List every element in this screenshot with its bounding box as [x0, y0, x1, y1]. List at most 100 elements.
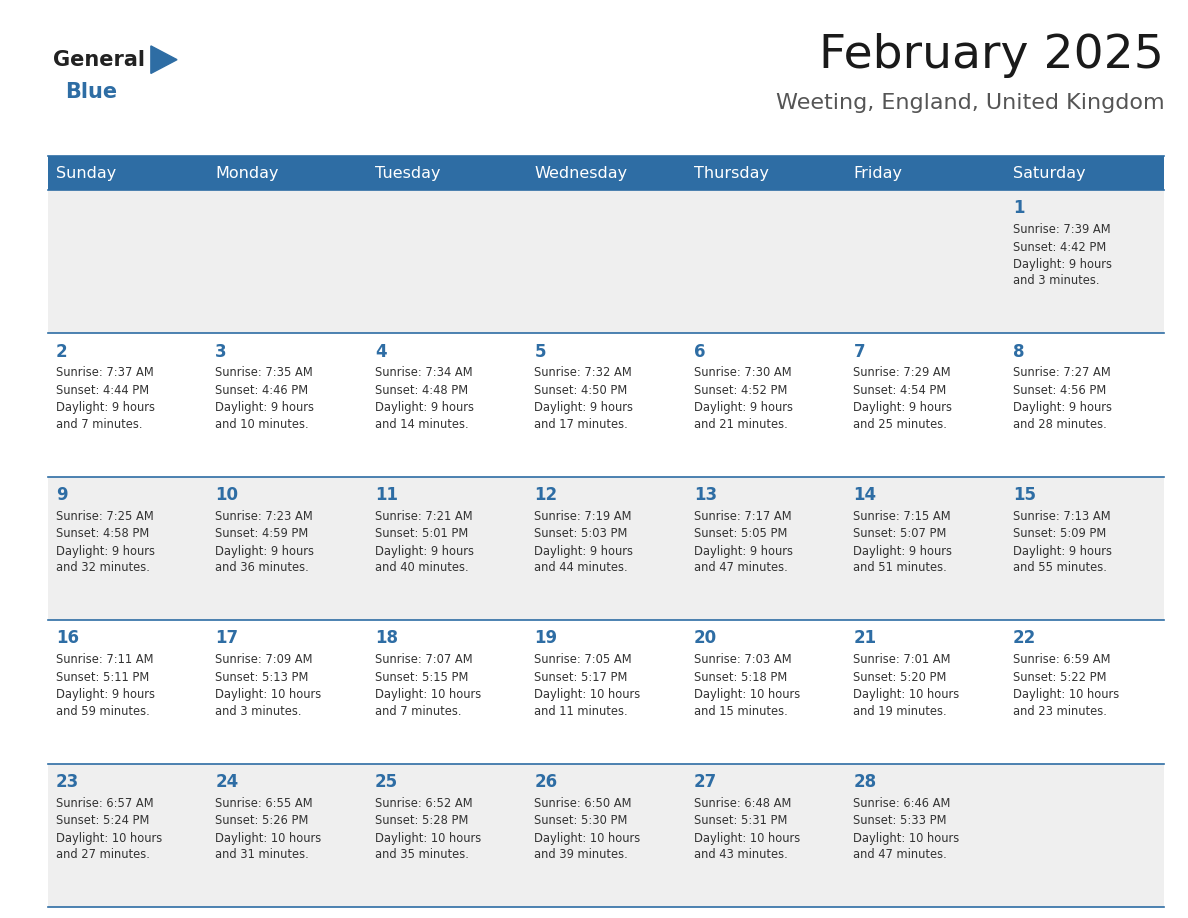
- Bar: [48, 621, 207, 764]
- Text: Sunday: Sunday: [56, 165, 116, 181]
- Text: Daylight: 10 hours: Daylight: 10 hours: [1013, 688, 1119, 701]
- Text: Daylight: 9 hours: Daylight: 9 hours: [56, 544, 154, 558]
- Text: 27: 27: [694, 773, 718, 790]
- Text: Sunrise: 7:34 AM: Sunrise: 7:34 AM: [375, 366, 473, 379]
- Text: Daylight: 9 hours: Daylight: 9 hours: [853, 544, 953, 558]
- Bar: [526, 476, 685, 621]
- Text: and 25 minutes.: and 25 minutes.: [853, 418, 947, 431]
- Text: Daylight: 9 hours: Daylight: 9 hours: [535, 544, 633, 558]
- Bar: [685, 764, 845, 907]
- Text: Tuesday: Tuesday: [375, 165, 441, 181]
- Text: Sunrise: 7:30 AM: Sunrise: 7:30 AM: [694, 366, 791, 379]
- Text: 6: 6: [694, 342, 706, 361]
- Text: Sunset: 5:30 PM: Sunset: 5:30 PM: [535, 814, 627, 827]
- Text: Sunrise: 6:48 AM: Sunrise: 6:48 AM: [694, 797, 791, 810]
- Text: 19: 19: [535, 630, 557, 647]
- Text: Sunset: 4:50 PM: Sunset: 4:50 PM: [535, 384, 627, 397]
- Bar: [685, 621, 845, 764]
- Text: Sunrise: 7:13 AM: Sunrise: 7:13 AM: [1013, 509, 1111, 523]
- Text: Sunset: 5:22 PM: Sunset: 5:22 PM: [1013, 671, 1106, 684]
- Text: 13: 13: [694, 486, 718, 504]
- Bar: [207, 476, 367, 621]
- Text: and 40 minutes.: and 40 minutes.: [375, 561, 468, 575]
- Text: Sunset: 5:15 PM: Sunset: 5:15 PM: [375, 671, 468, 684]
- Bar: [685, 156, 845, 190]
- Text: General: General: [53, 50, 145, 70]
- Bar: [526, 156, 685, 190]
- Text: 3: 3: [215, 342, 227, 361]
- Bar: [526, 764, 685, 907]
- Bar: [48, 333, 207, 476]
- Text: 8: 8: [1013, 342, 1024, 361]
- Text: and 35 minutes.: and 35 minutes.: [375, 848, 469, 861]
- Text: and 47 minutes.: and 47 minutes.: [694, 561, 788, 575]
- Text: Sunrise: 7:29 AM: Sunrise: 7:29 AM: [853, 366, 952, 379]
- Text: Sunrise: 7:05 AM: Sunrise: 7:05 AM: [535, 654, 632, 666]
- Bar: [207, 156, 367, 190]
- Text: 18: 18: [375, 630, 398, 647]
- Bar: [367, 764, 526, 907]
- Text: Sunset: 4:48 PM: Sunset: 4:48 PM: [375, 384, 468, 397]
- Bar: [1005, 156, 1164, 190]
- Text: 11: 11: [375, 486, 398, 504]
- Text: 9: 9: [56, 486, 68, 504]
- Text: Sunset: 5:03 PM: Sunset: 5:03 PM: [535, 527, 627, 541]
- Bar: [685, 190, 845, 333]
- Text: Sunrise: 7:23 AM: Sunrise: 7:23 AM: [215, 509, 314, 523]
- Text: Sunset: 4:44 PM: Sunset: 4:44 PM: [56, 384, 148, 397]
- Text: Sunset: 5:17 PM: Sunset: 5:17 PM: [535, 671, 627, 684]
- Text: and 19 minutes.: and 19 minutes.: [853, 705, 947, 718]
- Text: Daylight: 9 hours: Daylight: 9 hours: [1013, 544, 1112, 558]
- Text: Daylight: 10 hours: Daylight: 10 hours: [56, 832, 162, 845]
- Text: 15: 15: [1013, 486, 1036, 504]
- Bar: [48, 764, 207, 907]
- Text: 2: 2: [56, 342, 68, 361]
- Text: 17: 17: [215, 630, 239, 647]
- Text: Sunset: 5:24 PM: Sunset: 5:24 PM: [56, 814, 150, 827]
- Text: Monday: Monday: [215, 165, 279, 181]
- Text: and 51 minutes.: and 51 minutes.: [853, 561, 947, 575]
- Text: Daylight: 9 hours: Daylight: 9 hours: [535, 401, 633, 414]
- Text: 5: 5: [535, 342, 546, 361]
- Text: Daylight: 10 hours: Daylight: 10 hours: [375, 832, 481, 845]
- Text: Sunrise: 7:07 AM: Sunrise: 7:07 AM: [375, 654, 473, 666]
- Text: Daylight: 9 hours: Daylight: 9 hours: [215, 544, 315, 558]
- Bar: [526, 190, 685, 333]
- Text: and 28 minutes.: and 28 minutes.: [1013, 418, 1107, 431]
- Text: Daylight: 9 hours: Daylight: 9 hours: [215, 401, 315, 414]
- Text: Daylight: 10 hours: Daylight: 10 hours: [535, 832, 640, 845]
- Text: and 17 minutes.: and 17 minutes.: [535, 418, 628, 431]
- Bar: [48, 476, 207, 621]
- Text: Sunset: 5:09 PM: Sunset: 5:09 PM: [1013, 527, 1106, 541]
- Bar: [1005, 333, 1164, 476]
- Text: and 59 minutes.: and 59 minutes.: [56, 705, 150, 718]
- Text: 14: 14: [853, 486, 877, 504]
- Text: Daylight: 9 hours: Daylight: 9 hours: [694, 401, 792, 414]
- Text: Daylight: 9 hours: Daylight: 9 hours: [375, 544, 474, 558]
- Text: 1: 1: [1013, 199, 1024, 218]
- Text: Sunrise: 7:17 AM: Sunrise: 7:17 AM: [694, 509, 791, 523]
- Text: Sunset: 5:26 PM: Sunset: 5:26 PM: [215, 814, 309, 827]
- Text: February 2025: February 2025: [820, 32, 1164, 78]
- Text: Daylight: 10 hours: Daylight: 10 hours: [535, 688, 640, 701]
- Text: Sunrise: 7:15 AM: Sunrise: 7:15 AM: [853, 509, 952, 523]
- Bar: [845, 764, 1005, 907]
- Text: Sunrise: 7:39 AM: Sunrise: 7:39 AM: [1013, 223, 1111, 236]
- Bar: [1005, 621, 1164, 764]
- Text: 24: 24: [215, 773, 239, 790]
- Text: Daylight: 9 hours: Daylight: 9 hours: [375, 401, 474, 414]
- Bar: [367, 190, 526, 333]
- Bar: [207, 190, 367, 333]
- Text: and 27 minutes.: and 27 minutes.: [56, 848, 150, 861]
- Text: Daylight: 10 hours: Daylight: 10 hours: [694, 688, 801, 701]
- Text: Sunset: 4:56 PM: Sunset: 4:56 PM: [1013, 384, 1106, 397]
- Text: Sunrise: 6:57 AM: Sunrise: 6:57 AM: [56, 797, 153, 810]
- Text: Sunset: 5:28 PM: Sunset: 5:28 PM: [375, 814, 468, 827]
- Bar: [367, 333, 526, 476]
- Text: and 23 minutes.: and 23 minutes.: [1013, 705, 1107, 718]
- Text: Sunset: 5:01 PM: Sunset: 5:01 PM: [375, 527, 468, 541]
- Bar: [845, 621, 1005, 764]
- Text: Sunrise: 7:19 AM: Sunrise: 7:19 AM: [535, 509, 632, 523]
- Text: Sunset: 4:54 PM: Sunset: 4:54 PM: [853, 384, 947, 397]
- Text: Sunrise: 7:32 AM: Sunrise: 7:32 AM: [535, 366, 632, 379]
